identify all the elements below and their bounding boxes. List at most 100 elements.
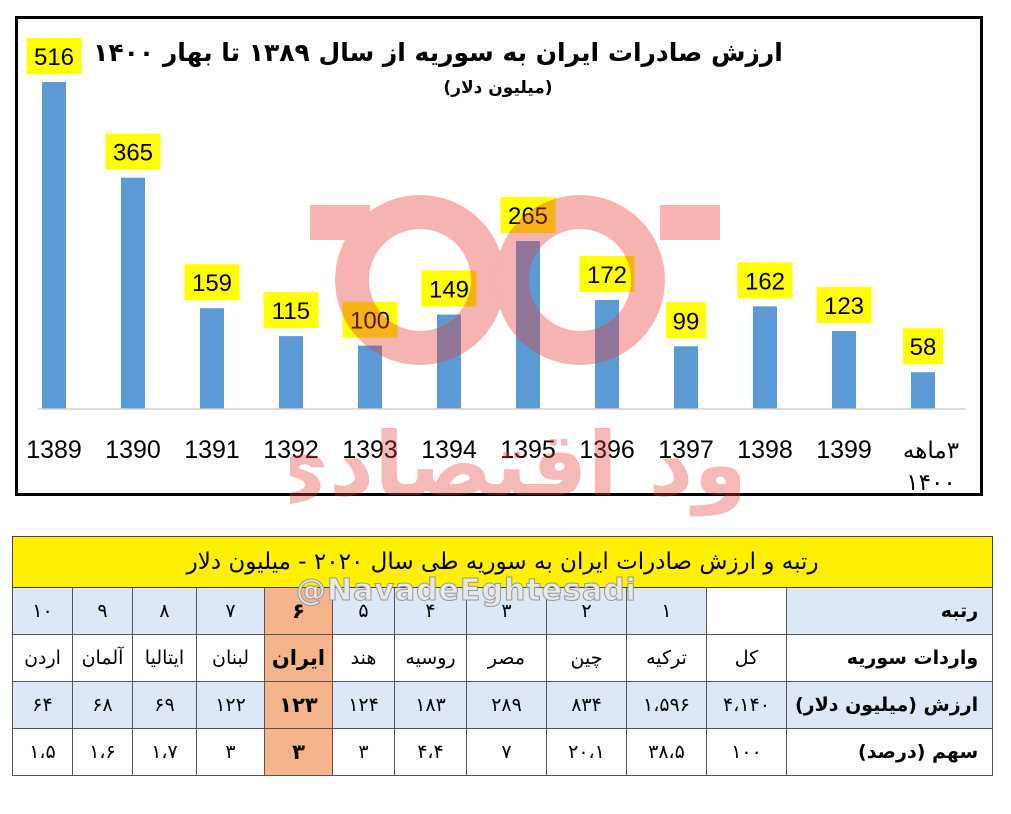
share-cell: ۴،۴ [394,728,467,776]
country-cell: ترکیه [626,634,707,682]
importer-header: واردات سوریه [785,634,994,682]
country-cell: اردن [12,634,73,682]
country-cell: روسیه [394,634,467,682]
data-label: 162 [745,268,785,295]
value-cell: ۱،۵۹۶ [626,681,707,729]
data-label: 123 [824,293,864,320]
share-cell: ۲۰،۱ [546,728,627,776]
chart-subtitle: (میلیون دلار) [443,78,552,98]
data-label-bg [666,302,706,339]
value-cell: ۴،۱۴۰ [706,681,787,729]
country-cell: مصر [466,634,547,682]
bar-1392 [279,336,303,409]
data-label: 265 [508,203,548,230]
rank-cell: ۸ [132,587,197,635]
country-cell: هند [332,634,395,682]
data-label-bg [342,301,398,338]
data-label-bg [903,328,943,365]
data-label-bg [105,133,161,170]
value-cell: ۶۸ [72,681,133,729]
share-cell: ۳ [196,728,265,776]
country-cell: آلمان [72,634,133,682]
x-tick-label: 1391 [184,436,240,464]
share-cell: ۳ [332,728,395,776]
data-label: 149 [429,277,469,304]
data-label-bg [737,262,793,299]
value-cell: ۱۸۳ [394,681,467,729]
chart-panel: ارزش صادرات ایران به سوریه از سال ۱۳۸۹ ت… [15,16,983,496]
value-cell: ۱۲۳ [264,681,333,729]
rank-cell: ۳ [466,587,547,635]
ranking-table: رتبه و ارزش صادرات ایران به سوریه طی سال… [11,536,994,776]
data-label-bg [26,38,82,74]
data-label-bg [263,292,319,329]
country-cell: کل [706,634,787,682]
x-tick-label: ۳ماهه [903,437,959,463]
bar-۳ماهه ۱۴۰۰ [911,372,935,409]
data-label: 516 [34,44,74,71]
share-cell: ۷ [466,728,547,776]
bar-1398 [753,306,777,409]
value-header: ارزش (میلیون دلار) [785,681,994,729]
value-cell: ۱۲۲ [196,681,265,729]
x-tick-label: 1393 [342,436,398,464]
x-tick-label: 1395 [500,436,556,464]
data-label-bg [184,264,240,301]
data-label: 99 [673,308,700,335]
bar-1389 [42,82,66,409]
rank-cell: ۴ [394,587,467,635]
bar-chart: ارزش صادرات ایران به سوریه از سال ۱۳۸۹ ت… [26,38,966,493]
data-label: 115 [272,298,310,325]
rank-cell [706,587,787,635]
x-tick-label: ۱۴۰۰ [906,469,955,493]
share-cell: ۳ [264,728,333,776]
table-title: رتبه و ارزش صادرات ایران به سوریه طی سال… [11,536,994,588]
data-label-bg [421,270,477,307]
data-label: 159 [192,270,232,297]
bar-1397 [674,346,698,409]
share-cell: ۳۸،۵ [626,728,707,776]
country-cell: ایران [264,634,333,682]
data-label: 58 [910,334,937,361]
rank-cell: ۱۰ [12,587,73,635]
rank-cell: ۶ [264,587,333,635]
x-tick-label: 1390 [105,436,161,464]
x-tick-label: 1399 [816,436,872,464]
value-cell: ۱۲۴ [332,681,395,729]
x-tick-label: 1397 [658,436,714,464]
x-tick-label: 1398 [737,436,793,464]
rank-header: رتبه [785,587,994,635]
value-cell: ۸۳۴ [546,681,627,729]
bar-1396 [595,300,619,409]
chart-title: ارزش صادرات ایران به سوریه از سال ۱۳۸۹ ت… [93,38,783,68]
share-cell: ۱۰۰ [706,728,787,776]
rank-cell: ۹ [72,587,133,635]
data-label: 100 [350,308,390,335]
share-cell: ۱،۷ [132,728,197,776]
bar-1391 [200,308,224,409]
data-label-bg [579,256,635,292]
bar-1393 [358,345,382,409]
bar-1395 [516,241,540,409]
value-cell: ۶۹ [132,681,197,729]
data-label: 172 [587,262,627,289]
rank-cell: ۵ [332,587,395,635]
country-cell: لبنان [196,634,265,682]
country-cell: ایتالیا [132,634,197,682]
value-cell: ۲۸۹ [466,681,547,729]
x-tick-label: 1394 [421,436,477,464]
value-cell: ۶۴ [12,681,73,729]
country-cell: چین [546,634,627,682]
x-tick-label: 1389 [26,436,82,464]
data-label-bg [500,197,556,234]
share-cell: ۱،۶ [72,728,133,776]
x-tick-label: 1392 [263,436,319,464]
rank-cell: ۲ [546,587,627,635]
share-cell: ۱،۵ [12,728,73,776]
bar-1390 [121,177,145,409]
x-tick-label: 1396 [579,436,635,464]
rank-cell: ۱ [626,587,707,635]
bar-1399 [832,331,856,409]
bar-1394 [437,314,461,409]
rank-cell: ۷ [196,587,265,635]
